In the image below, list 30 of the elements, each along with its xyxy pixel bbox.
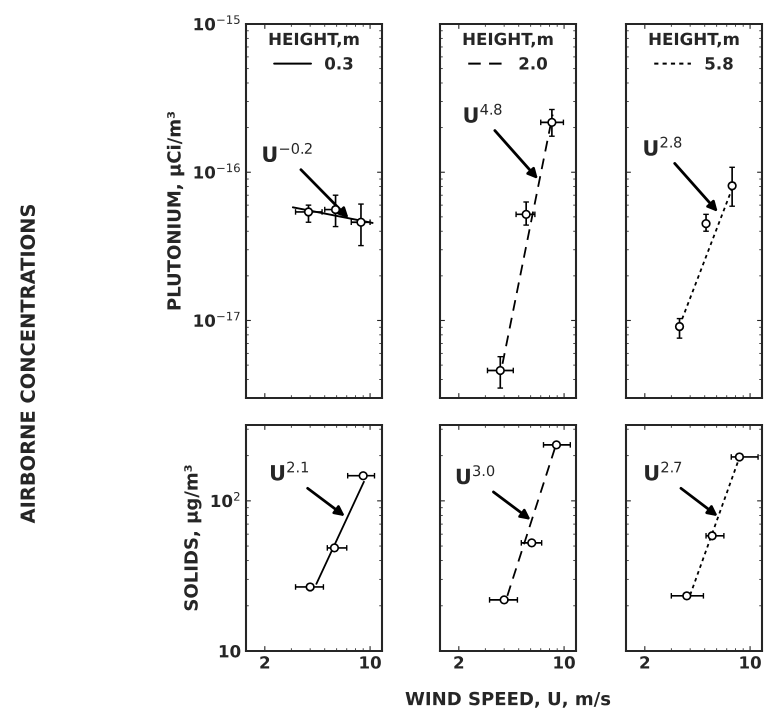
x-tick-label: 10 [554, 656, 575, 669]
x-tick-label: 2 [260, 656, 270, 669]
annotation: U$^{2.1}$ [271, 462, 308, 481]
x-tick-label: 2 [640, 656, 650, 669]
legend-title: HEIGHT,m [464, 32, 553, 48]
x-axis-title: WIND SPEED, U, m/s [406, 692, 610, 708]
legend-title: HEIGHT,m [270, 32, 359, 48]
annotation: U$^{−0.2}$ [263, 142, 312, 162]
y-tick-label: 10$^{−15}$ [194, 15, 240, 30]
annotation: U$^{2.8}$ [644, 136, 682, 156]
x-tick-label: 10 [360, 656, 381, 669]
x-tick-label: 10 [740, 656, 761, 669]
y-axis-title: SOLIDS, µg/m³ [184, 465, 202, 610]
annotation: U$^{3.0}$ [456, 465, 494, 484]
y-axis-title: PLUTONIUM, µCi/m³ [166, 112, 184, 310]
point [330, 204, 340, 214]
y-tick-label: 10$^{−17}$ [194, 312, 240, 327]
annotation: U$^{4.8}$ [464, 104, 502, 123]
x-tick-label: 2 [454, 656, 464, 669]
point [304, 207, 314, 217]
legend-label: 2.0 [520, 57, 547, 70]
point [356, 218, 366, 227]
legend-label: 0.3 [325, 57, 352, 70]
y-tick-label: 10 [220, 644, 240, 658]
y-tick-label: 10$^{2}$ [212, 492, 240, 508]
text: AIRBORNE CONCENTRATIONS [20, 204, 36, 524]
legend-title: HEIGHT,m [650, 32, 739, 48]
y-tick-label: 10$^{−16}$ [194, 163, 240, 179]
annotation: U$^{2.7}$ [645, 462, 682, 481]
legend-label: 5.8 [706, 57, 733, 70]
